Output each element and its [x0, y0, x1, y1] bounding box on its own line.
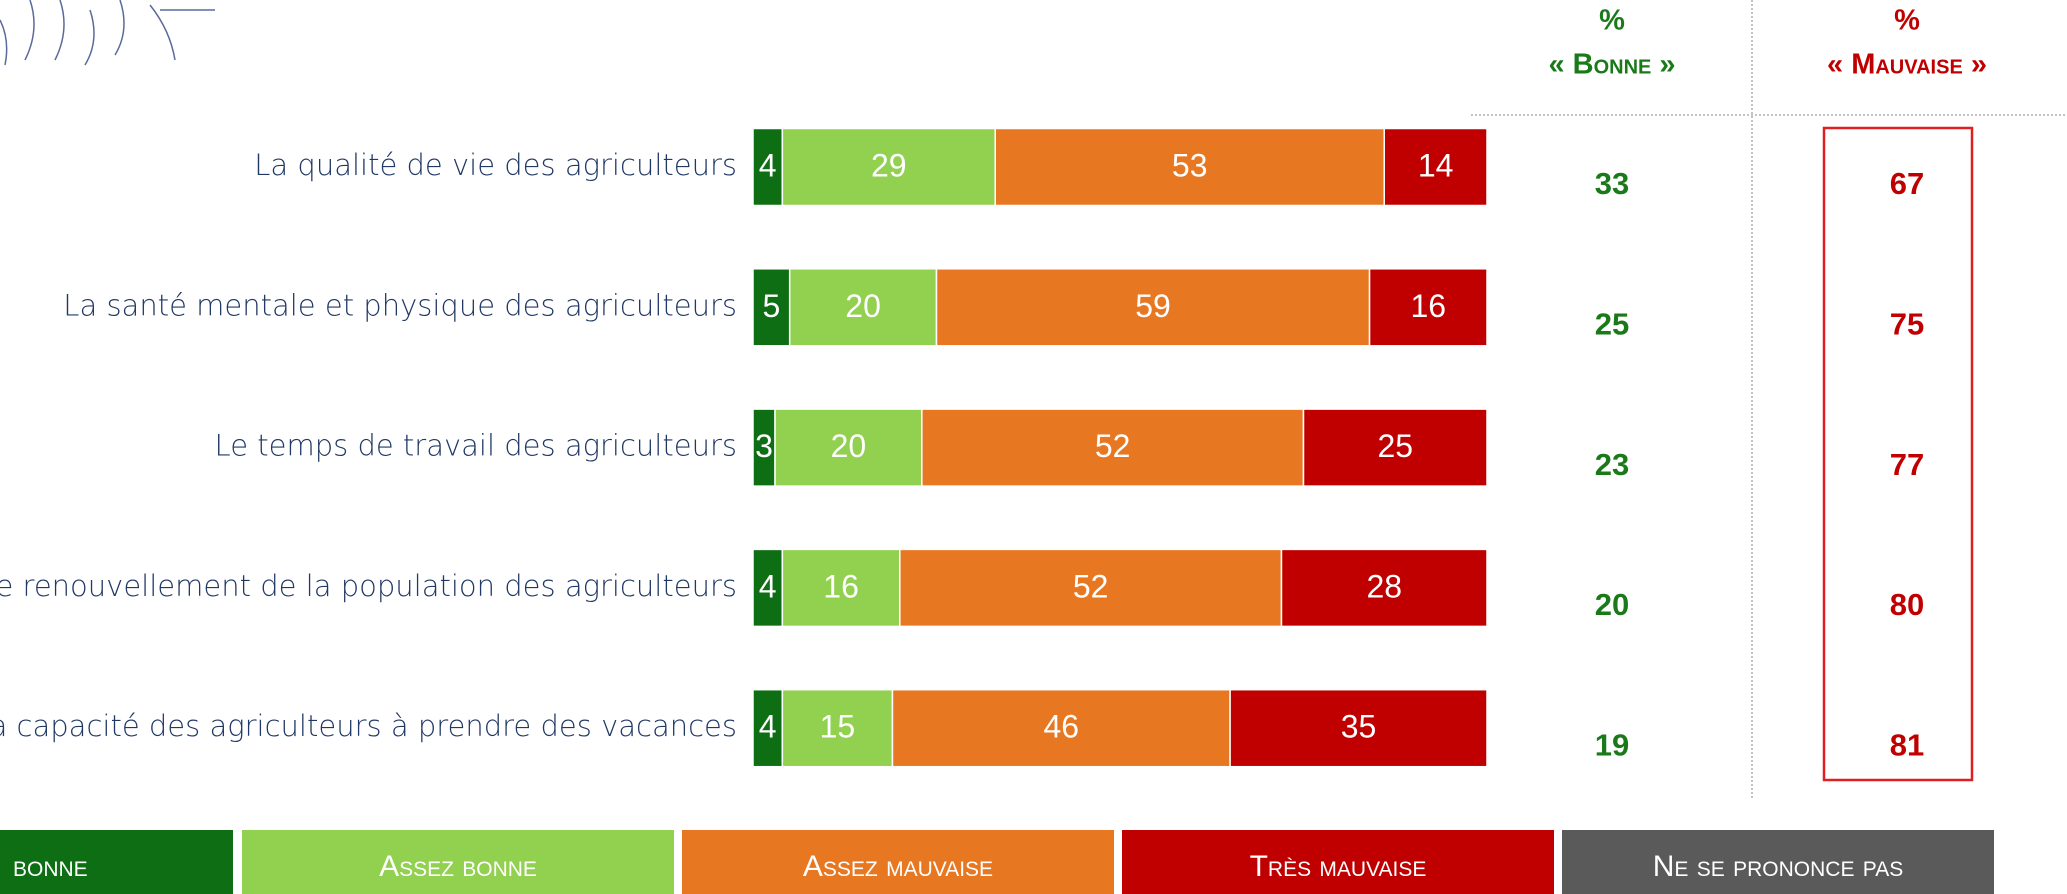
value-label: 28	[1366, 568, 1402, 604]
column-header: %	[1894, 5, 1920, 37]
value-label: 46	[1043, 709, 1079, 745]
bar-segment	[1302, 408, 1488, 487]
value-label: 20	[831, 428, 867, 464]
illustration	[0, 0, 215, 66]
highlight-box	[1822, 126, 1974, 782]
value-label: 29	[871, 147, 907, 183]
column-value: 20	[1595, 587, 1629, 622]
bar-segment	[781, 548, 901, 628]
column-value: 80	[1890, 587, 1924, 622]
legend-label: Assez bonne	[379, 850, 537, 883]
bar-segment	[781, 688, 894, 768]
bar-segment	[788, 268, 938, 347]
column-value: 75	[1890, 306, 1924, 341]
bar-segment	[935, 268, 1371, 347]
column-header: « Bonne »	[1548, 49, 1675, 81]
category-label: La capacité des agriculteurs à prendre d…	[0, 709, 737, 743]
bar-segment	[752, 688, 784, 768]
column-header: %	[1599, 5, 1625, 37]
bar-segment	[752, 548, 784, 628]
bar-segment	[781, 127, 996, 207]
legend-label: Très mauvaise	[1250, 850, 1427, 883]
value-label: 59	[1135, 288, 1171, 324]
value-label: 4	[759, 568, 777, 604]
bar-segment	[1280, 548, 1488, 628]
bar-segment	[899, 548, 1283, 628]
bar-segment	[1368, 268, 1488, 347]
value-label: 20	[845, 288, 881, 324]
bar-segment	[994, 127, 1385, 207]
value-label: 35	[1341, 709, 1377, 745]
column-header: « Mauvaise »	[1827, 49, 1987, 81]
legend-swatch	[682, 830, 1114, 894]
bar-segment	[891, 688, 1231, 768]
value-label: 52	[1095, 428, 1131, 464]
legend-swatch	[0, 830, 233, 894]
category-label: La qualité de vie des agriculteurs	[254, 148, 737, 182]
legend-swatch	[242, 830, 674, 894]
bar-segment	[921, 408, 1305, 487]
value-label: 16	[823, 568, 859, 604]
legend-swatch	[1122, 830, 1554, 894]
value-label: 3	[755, 428, 773, 464]
value-label: 4	[759, 147, 777, 183]
category-label: Le temps de travail des agriculteurs	[215, 429, 737, 463]
column-value: 81	[1890, 727, 1924, 762]
column-value: 25	[1595, 306, 1629, 341]
bar-segment	[1383, 127, 1488, 207]
column-value: 23	[1595, 447, 1629, 482]
category-label: Le renouvellement de la population des a…	[0, 569, 737, 603]
value-label: 16	[1410, 288, 1446, 324]
value-label: 53	[1172, 147, 1208, 183]
bar-segment	[752, 268, 791, 347]
value-label: 52	[1073, 568, 1109, 604]
column-value: 77	[1890, 447, 1924, 482]
value-label: 25	[1377, 428, 1413, 464]
legend-label: Assez mauvaise	[803, 850, 993, 883]
column-value: 67	[1890, 166, 1924, 201]
value-label: 5	[762, 288, 780, 324]
bar-segment	[774, 408, 923, 487]
legend-swatch	[1562, 830, 1994, 894]
legend-label: bonne	[13, 850, 88, 883]
value-label: 4	[759, 709, 777, 745]
value-label: 14	[1418, 147, 1454, 183]
legend-label: Ne se prononce pas	[1653, 850, 1904, 883]
bar-segment	[1229, 688, 1488, 768]
category-label: La santé mentale et physique des agricul…	[63, 288, 737, 322]
value-label: 15	[820, 709, 856, 745]
column-value: 19	[1595, 727, 1629, 762]
column-value: 33	[1595, 166, 1629, 201]
